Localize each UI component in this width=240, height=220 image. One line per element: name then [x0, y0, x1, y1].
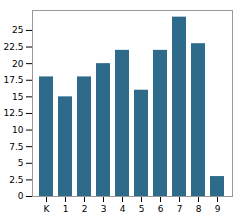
svg-text:10: 10 — [12, 125, 24, 135]
svg-text:25: 25 — [12, 25, 23, 35]
svg-text:8: 8 — [196, 204, 202, 214]
svg-text:2.5: 2.5 — [9, 175, 23, 185]
svg-text:2: 2 — [82, 204, 88, 214]
svg-text:1: 1 — [63, 204, 69, 214]
svg-text:K: K — [44, 204, 51, 214]
svg-text:22.5: 22.5 — [3, 42, 23, 52]
svg-text:0: 0 — [18, 191, 24, 201]
svg-text:7: 7 — [177, 204, 183, 214]
svg-text:15: 15 — [12, 92, 23, 102]
svg-text:4: 4 — [120, 204, 126, 214]
svg-text:5: 5 — [18, 158, 24, 168]
svg-text:12.5: 12.5 — [3, 108, 23, 118]
svg-text:7.5: 7.5 — [9, 142, 23, 152]
svg-text:20: 20 — [12, 59, 24, 69]
svg-text:5: 5 — [139, 204, 145, 214]
svg-text:6: 6 — [158, 204, 164, 214]
svg-text:17.5: 17.5 — [3, 75, 23, 85]
svg-text:3: 3 — [101, 204, 107, 214]
svg-text:9: 9 — [215, 204, 221, 214]
